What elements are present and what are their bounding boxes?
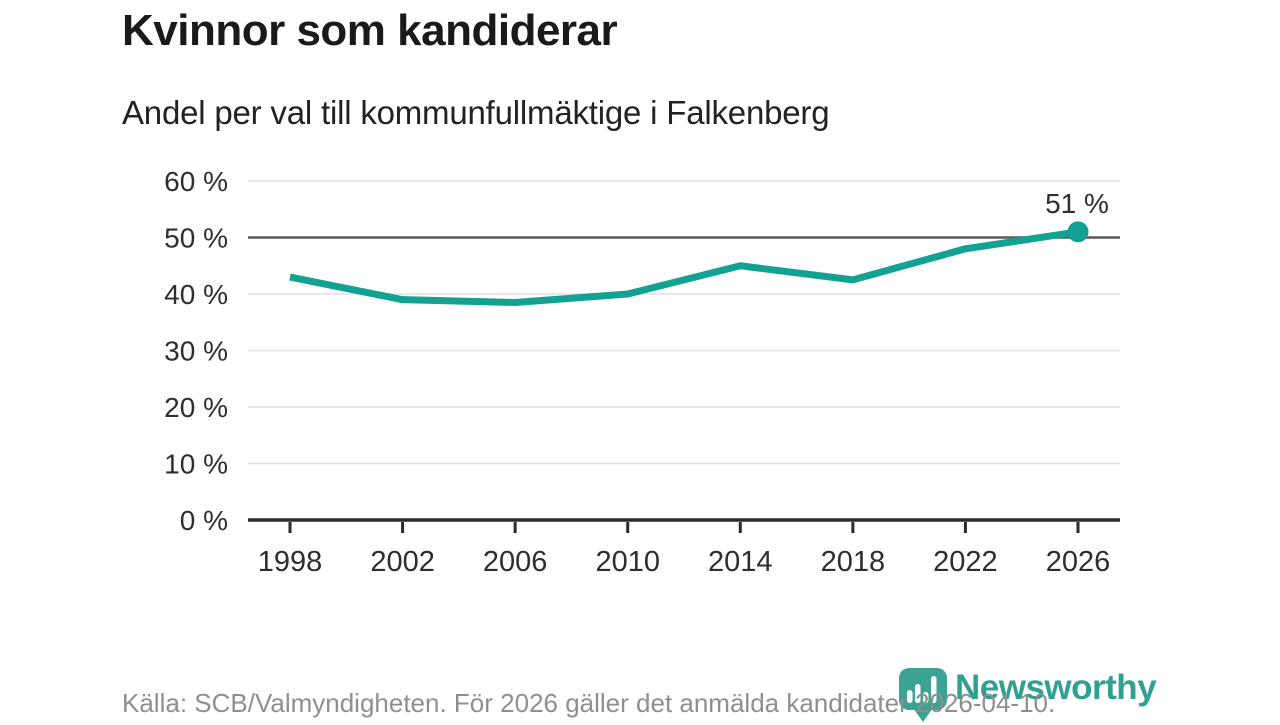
x-axis-tick-label: 2014 (708, 546, 773, 578)
bar-2 (915, 684, 921, 703)
y-axis-tick-label: 60 % (164, 166, 228, 197)
y-axis-tick-label: 50 % (164, 223, 228, 254)
value-label: 51 % (1045, 188, 1109, 219)
x-axis-tick-label: 2018 (821, 546, 886, 578)
x-axis-tick-label: 2010 (595, 546, 660, 578)
x-axis-tick-label: 1998 (258, 546, 323, 578)
y-axis-tick-label: 40 % (164, 279, 228, 310)
y-axis-tick-label: 0 % (180, 505, 228, 536)
x-axis-tick-label: 2002 (370, 546, 435, 578)
data-point-marker (1067, 221, 1089, 243)
newsworthy-logo: Newsworthy (897, 665, 1157, 725)
bar-1 (907, 690, 913, 703)
chart-subtitle: Andel per val till kommunfullmäktige i F… (122, 94, 830, 131)
x-axis-tick-label: 2006 (483, 546, 548, 578)
trend-line (289, 228, 1079, 306)
bar-3 (923, 692, 929, 703)
source-note: Källa: SCB/Valmyndigheten. För 2026 gäll… (122, 688, 1056, 718)
newsworthy-pin-icon (899, 668, 947, 722)
y-axis-tick-label: 10 % (164, 449, 228, 480)
newsworthy-wordmark: Newsworthy (955, 668, 1157, 707)
chart-title: Kvinnor som kandiderar (122, 6, 618, 55)
y-axis-tick-label: 30 % (164, 336, 228, 367)
bar-4 (931, 676, 937, 703)
x-axis-tick-label: 2026 (1046, 546, 1111, 578)
line-chart: 0 % 10 % 20 % 30 % 40 % 50 % 60 % 51 % 1998 2002 2… (164, 166, 1120, 578)
x-axis-tick-label: 2022 (933, 546, 998, 578)
y-axis-tick-label: 20 % (164, 392, 228, 423)
